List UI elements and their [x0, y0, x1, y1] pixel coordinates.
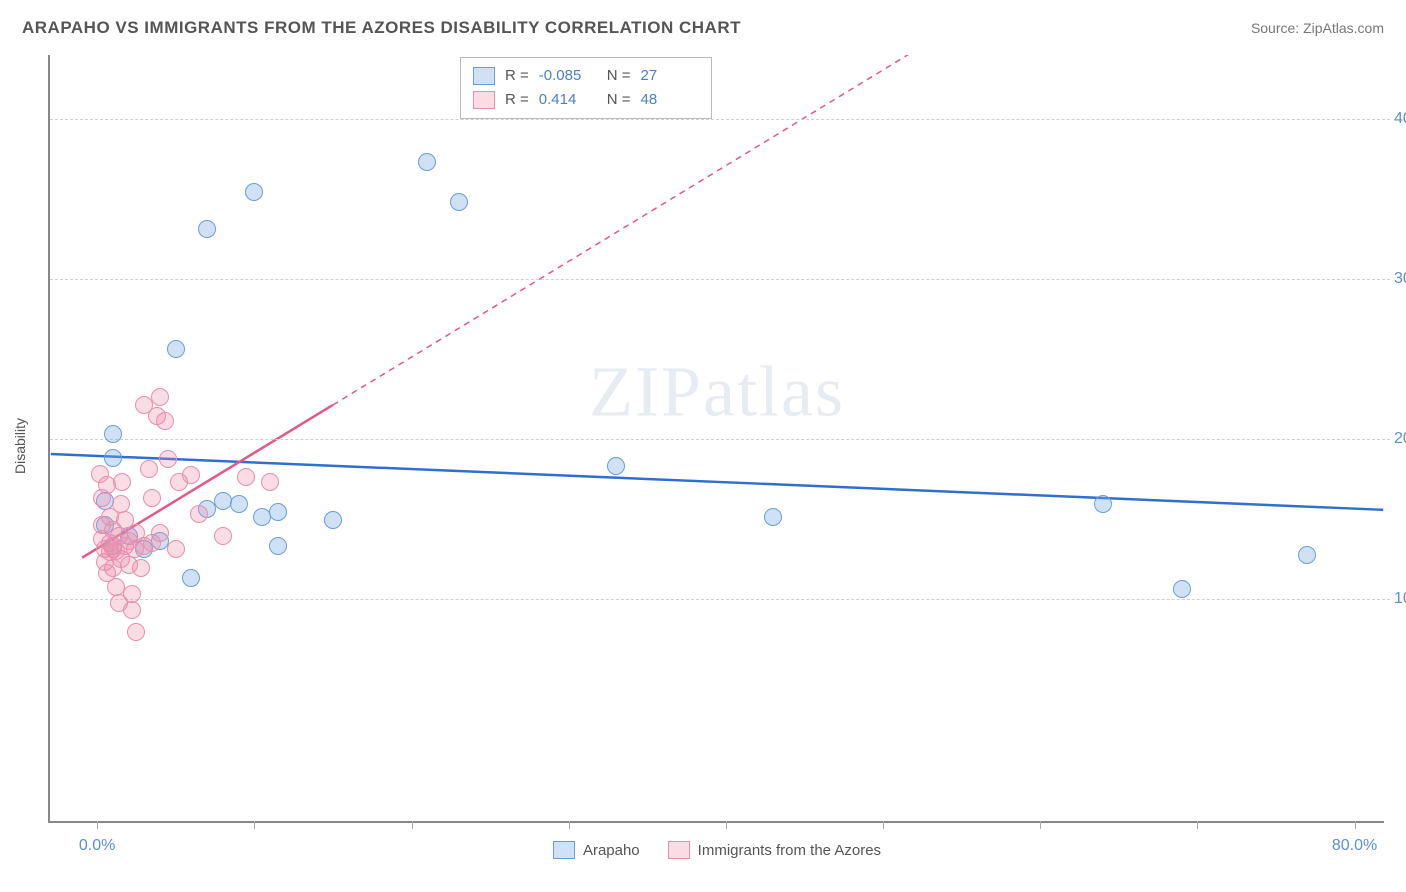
- data-point: [104, 425, 122, 443]
- data-point: [418, 153, 436, 171]
- x-tick: [726, 821, 727, 829]
- x-tick: [1197, 821, 1198, 829]
- data-point: [132, 559, 150, 577]
- data-point: [269, 537, 287, 555]
- x-tick: [1040, 821, 1041, 829]
- data-point: [1094, 495, 1112, 513]
- watermark: ZIPatlas: [589, 351, 845, 434]
- y-tick-label: 30.0%: [1394, 270, 1406, 288]
- y-tick-label: 20.0%: [1394, 430, 1406, 448]
- data-point: [159, 450, 177, 468]
- x-tick: [254, 821, 255, 829]
- legend-N-value-1: 27: [641, 64, 699, 88]
- data-point: [190, 505, 208, 523]
- data-point: [764, 508, 782, 526]
- y-tick-label: 40.0%: [1394, 110, 1406, 128]
- legend-N-label: N =: [607, 88, 631, 112]
- x-tick: [1355, 821, 1356, 829]
- series-legend: Arapaho Immigrants from the Azores: [50, 841, 1384, 859]
- data-point: [167, 340, 185, 358]
- swatch-pink: [668, 841, 690, 859]
- scatter-plot: ZIPatlas R = -0.085 N = 27 R = 0.414 N =…: [48, 55, 1384, 823]
- data-point: [607, 457, 625, 475]
- gridline-h: [50, 119, 1390, 120]
- data-point: [324, 511, 342, 529]
- legend-row-azores: R = 0.414 N = 48: [473, 88, 699, 112]
- legend-item-azores: Immigrants from the Azores: [668, 841, 881, 859]
- data-point: [104, 449, 122, 467]
- x-tick: [569, 821, 570, 829]
- data-point: [123, 601, 141, 619]
- data-point: [127, 623, 145, 641]
- x-tick-label: 80.0%: [1332, 837, 1377, 855]
- legend-N-label: N =: [607, 64, 631, 88]
- legend-R-label: R =: [505, 64, 529, 88]
- x-tick: [883, 821, 884, 829]
- data-point: [269, 503, 287, 521]
- data-point: [261, 473, 279, 491]
- gridline-h: [50, 439, 1390, 440]
- data-point: [245, 183, 263, 201]
- y-axis-label: Disability: [12, 418, 28, 474]
- x-tick-label: 0.0%: [79, 837, 115, 855]
- legend-row-arapaho: R = -0.085 N = 27: [473, 64, 699, 88]
- swatch-pink: [473, 91, 495, 109]
- data-point: [167, 540, 185, 558]
- gridline-h: [50, 599, 1390, 600]
- swatch-blue: [553, 841, 575, 859]
- x-tick: [97, 821, 98, 829]
- data-point: [156, 412, 174, 430]
- correlation-legend: R = -0.085 N = 27 R = 0.414 N = 48: [460, 57, 712, 119]
- swatch-blue: [473, 67, 495, 85]
- legend-item-arapaho: Arapaho: [553, 841, 640, 859]
- data-point: [198, 220, 216, 238]
- source-attribution: Source: ZipAtlas.com: [1251, 20, 1384, 36]
- data-point: [143, 489, 161, 507]
- data-point: [237, 468, 255, 486]
- data-point: [151, 524, 169, 542]
- data-point: [113, 473, 131, 491]
- data-point: [123, 585, 141, 603]
- data-point: [450, 193, 468, 211]
- legend-R-value-2: 0.414: [539, 88, 597, 112]
- data-point: [1173, 580, 1191, 598]
- y-tick-label: 10.0%: [1394, 590, 1406, 608]
- gridline-h: [50, 279, 1390, 280]
- data-point: [1298, 546, 1316, 564]
- legend-N-value-2: 48: [641, 88, 699, 112]
- data-point: [182, 466, 200, 484]
- data-point: [230, 495, 248, 513]
- trend-lines: [50, 55, 1384, 821]
- data-point: [214, 527, 232, 545]
- data-point: [151, 388, 169, 406]
- legend-R-value-1: -0.085: [539, 64, 597, 88]
- chart-title: ARAPAHO VS IMMIGRANTS FROM THE AZORES DI…: [22, 18, 741, 38]
- x-tick: [412, 821, 413, 829]
- legend-label-azores: Immigrants from the Azores: [698, 842, 881, 859]
- legend-R-label: R =: [505, 88, 529, 112]
- data-point: [140, 460, 158, 478]
- legend-label-arapaho: Arapaho: [583, 842, 640, 859]
- data-point: [182, 569, 200, 587]
